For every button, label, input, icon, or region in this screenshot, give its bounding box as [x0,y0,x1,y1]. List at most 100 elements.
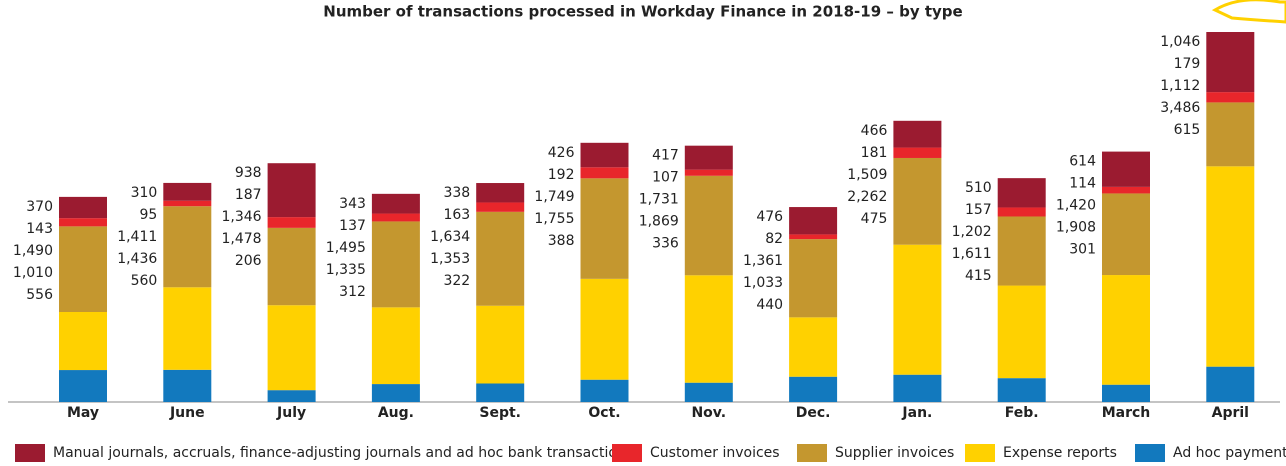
x-tick-label: June [169,405,205,421]
bar-segment [163,182,212,201]
x-tick-label: Jan. [901,405,932,421]
data-label: 1,335 [326,262,366,278]
data-label: 556 [26,287,53,303]
bar-segment [476,202,525,212]
data-label: 107 [652,170,679,186]
bar-segment [580,142,629,168]
data-label: 415 [965,268,992,284]
data-label: 1,869 [639,214,679,230]
data-label: 417 [652,148,679,164]
data-label: 938 [235,165,262,181]
bar-segment [997,216,1046,286]
x-tick-label: March [1102,405,1151,421]
data-label: 1,509 [847,167,887,183]
bubble-decoration [1211,0,1286,24]
legend-label: Ad hoc payments [1173,445,1286,461]
bar-segment [476,305,525,384]
bar-segment [59,226,107,312]
data-label: 206 [235,253,262,269]
x-tick-label: Nov. [691,405,726,421]
bar-segment [59,196,107,219]
data-label: 1,346 [222,209,262,225]
data-label: 157 [965,202,992,218]
bar-segment [371,193,420,214]
data-label: 466 [861,123,888,139]
bar-segment [893,120,942,148]
data-label: 1,908 [1056,220,1096,236]
bar-segment [1206,32,1255,93]
data-label: 1,361 [743,253,783,269]
data-label: 114 [1069,176,1096,192]
bar-segment [997,378,1046,402]
data-label: 3,486 [1160,100,1200,116]
x-tick-label: Oct. [588,405,620,421]
data-label: 137 [339,218,366,234]
legend-swatch [1135,444,1165,462]
bar-segment [371,213,420,222]
x-tick-label: Sept. [479,405,521,421]
bar-segment [476,383,525,402]
bar-segment [997,178,1046,208]
bar-segment [267,163,316,218]
data-label: 82 [765,231,783,247]
bar-segment [580,178,629,279]
data-label: 1,202 [952,224,992,240]
legend-label: Manual journals, accruals, finance-adjus… [53,445,633,461]
data-label: 179 [1174,56,1201,72]
bar-segment [371,307,420,385]
bar-segment [684,169,733,176]
bar-segment [1102,186,1150,194]
bar-segment [267,227,316,306]
bar-segment [1102,384,1150,402]
bar-segment [789,317,838,377]
bar-segment [371,384,420,402]
data-label: 1,634 [430,229,470,245]
data-label: 336 [652,236,679,252]
chart-title: Number of transactions processed in Work… [323,3,962,21]
data-label: 510 [965,180,992,196]
bar-segment [267,217,316,228]
data-label: 187 [235,187,262,203]
legend-swatch [965,444,995,462]
legend-label: Customer invoices [650,445,780,461]
data-label: 615 [1174,122,1201,138]
data-label: 143 [26,221,53,237]
legend-swatch [612,444,642,462]
bar-segment [684,145,733,170]
data-label: 301 [1069,242,1096,258]
bar-segment [59,218,107,227]
data-label: 1,749 [534,189,574,205]
bar-segment [59,370,107,402]
data-label: 1,755 [534,211,574,227]
bar-segment [1102,193,1150,276]
data-label: 192 [548,167,575,183]
data-label: 1,731 [639,192,679,208]
bar-segment [789,376,838,402]
bar-segment [684,382,733,402]
data-label: 1,112 [1160,78,1200,94]
data-label: 163 [443,207,470,223]
data-label: 475 [861,211,888,227]
bar-segment [893,244,942,375]
bar-segment [59,312,107,371]
legend-swatch [15,444,45,462]
data-label: 2,262 [847,189,887,205]
bar-segment [789,234,838,240]
bar-segment [789,239,838,318]
bar-segment [1206,366,1255,402]
legend-label: Expense reports [1003,445,1117,461]
bar-segment [684,175,733,276]
x-tick-label: Dec. [796,405,831,421]
data-label: 1,033 [743,275,783,291]
bar-segment [163,206,212,288]
data-label: 426 [548,145,575,161]
bar-segment [580,379,629,402]
bar-segment [267,390,316,402]
legend-label: Supplier invoices [835,445,954,461]
data-label: 338 [443,185,470,201]
bar-segment [580,278,629,380]
bar-segment [1206,92,1255,103]
bar-segment [1206,102,1255,167]
data-label: 440 [756,297,783,313]
